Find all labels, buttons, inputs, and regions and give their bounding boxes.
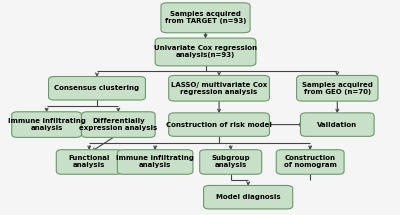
FancyBboxPatch shape — [117, 150, 193, 174]
Text: Immune infiltrating
analysis: Immune infiltrating analysis — [116, 155, 194, 169]
FancyBboxPatch shape — [169, 75, 270, 101]
Text: Construction
of nomogram: Construction of nomogram — [284, 155, 337, 169]
Text: Construction of risk model: Construction of risk model — [166, 122, 272, 127]
Text: Functional
analysis: Functional analysis — [68, 155, 110, 169]
Text: Immune infiltrating
analysis: Immune infiltrating analysis — [8, 118, 86, 131]
FancyBboxPatch shape — [300, 113, 374, 136]
Text: Validation: Validation — [317, 122, 357, 127]
FancyBboxPatch shape — [56, 150, 122, 174]
Text: Consensus clustering: Consensus clustering — [54, 85, 140, 91]
FancyBboxPatch shape — [155, 38, 256, 66]
Text: Model diagnosis: Model diagnosis — [216, 194, 280, 200]
Text: Differentially
expression analysis: Differentially expression analysis — [79, 118, 158, 131]
Text: Samples acquired
from GEO (n=70): Samples acquired from GEO (n=70) — [302, 82, 373, 95]
Text: Univariate Cox regression
analysis(n=93): Univariate Cox regression analysis(n=93) — [154, 45, 257, 58]
FancyBboxPatch shape — [169, 113, 270, 136]
Text: LASSO/ multivariate Cox
regression analysis: LASSO/ multivariate Cox regression analy… — [171, 82, 267, 95]
FancyBboxPatch shape — [12, 112, 82, 137]
Text: Subgroup
analysis: Subgroup analysis — [211, 155, 250, 169]
FancyBboxPatch shape — [296, 75, 378, 101]
FancyBboxPatch shape — [161, 3, 250, 33]
FancyBboxPatch shape — [204, 186, 293, 209]
FancyBboxPatch shape — [200, 150, 262, 174]
FancyBboxPatch shape — [48, 77, 146, 100]
FancyBboxPatch shape — [276, 150, 344, 174]
Text: Samples acquired
from TARGET (n=93): Samples acquired from TARGET (n=93) — [165, 11, 246, 24]
FancyBboxPatch shape — [82, 112, 155, 137]
